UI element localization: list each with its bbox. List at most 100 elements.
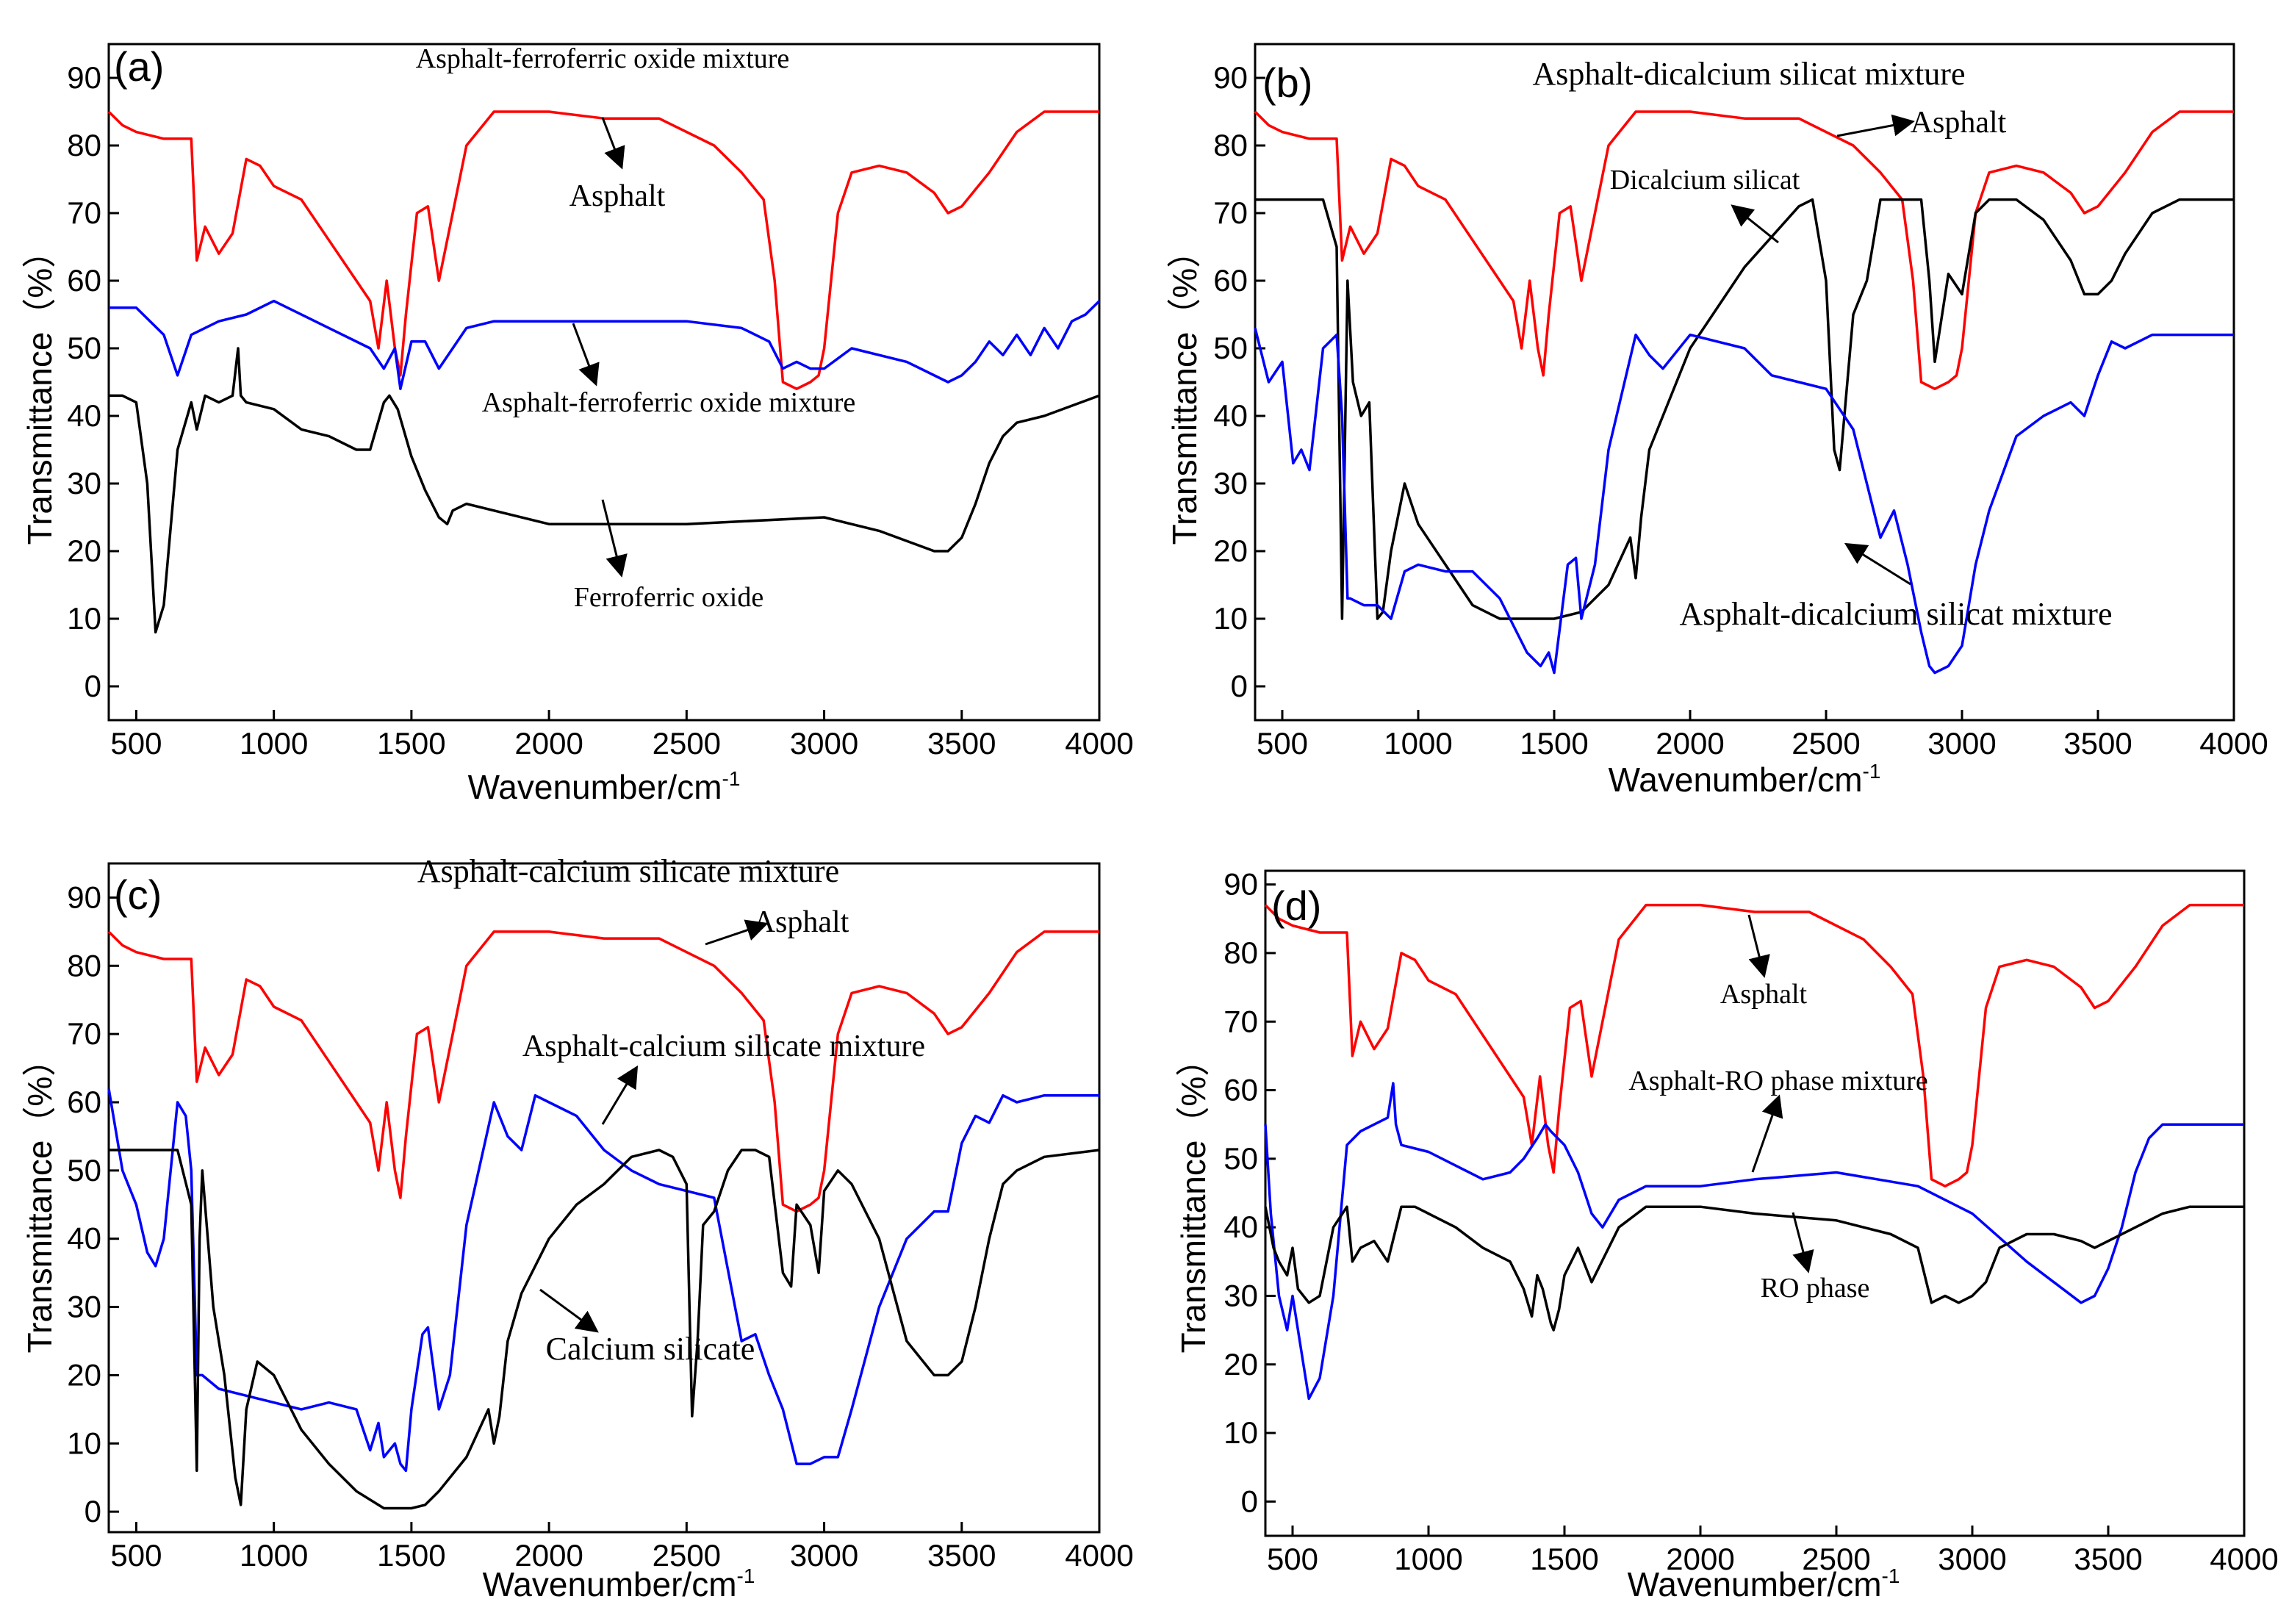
y-tick-label: 0: [1241, 1484, 1258, 1518]
x-tick-label: 4000: [2210, 1542, 2278, 1576]
y-ticks: 0 10 20 30 40 50 60 70 80 90: [67, 880, 119, 1528]
y-tick-label: 30: [1213, 466, 1248, 500]
x-tick-label: 3000: [1927, 726, 1996, 761]
y-tick-label: 90: [1223, 867, 1258, 902]
series-group: [1264, 903, 2244, 1401]
y-tick-label: 40: [67, 1221, 101, 1256]
arrow-mixture: [572, 323, 600, 387]
arrow-asphalt: [705, 919, 769, 946]
x-tick-label: 3500: [927, 726, 996, 761]
chart-title: Asphalt-calcium silicate mixture: [417, 853, 839, 889]
series-line-asphalt-calcium-silicate-mixture: [107, 1088, 1099, 1473]
x-tick-label: 3000: [790, 726, 858, 761]
chart-title: Asphalt-ferroferric oxide mixture: [416, 43, 790, 74]
y-ticks: 0 10 20 30 40 50 60 70 80 90: [67, 60, 119, 703]
y-ticks: 0 10 20 30 40 50 60 70 80 90: [1213, 60, 1265, 703]
arrow-asphalt: [1747, 914, 1770, 978]
y-tick-label: 50: [67, 1153, 101, 1188]
arrow-dicalcium-silicat: [1731, 204, 1779, 244]
y-tick-label: 30: [1223, 1278, 1258, 1312]
x-tick-label: 1500: [1520, 726, 1588, 761]
arrow-mixture: [1844, 542, 1911, 586]
x-tick-label: 3500: [927, 1538, 996, 1573]
x-axis-title-sup: -1: [1882, 1564, 1900, 1587]
series-line-asphalt: [1264, 903, 2244, 1188]
y-ticks: 0 10 20 30 40 50 60 70 80 90: [1223, 867, 1276, 1518]
panel-b: 500 1000 1500 2000 2500 3000 3500 4000 0 10 20 30 4…: [1165, 43, 2268, 799]
x-ticks: 500 1000 1500 2000 2500 3000 3500 4000: [110, 1522, 1134, 1573]
x-ticks: 500 1000 1500 2000 2500 3000 3500 4000: [1267, 1526, 2279, 1576]
arrow-asphalt: [1836, 114, 1915, 137]
x-tick-label: 3500: [2063, 726, 2132, 761]
x-tick-label: 4000: [1065, 726, 1133, 761]
y-tick-label: 70: [1223, 1004, 1258, 1038]
x-axis-title: Wavenumber/cm-1: [483, 1564, 755, 1603]
y-tick-label: 70: [67, 1016, 101, 1051]
series-group: [107, 110, 1101, 634]
y-tick-label: 60: [67, 263, 101, 298]
series-line-dicalcium-silicat: [1255, 198, 2234, 620]
x-tick-label: 1000: [240, 1538, 308, 1573]
y-tick-label: 20: [1213, 533, 1248, 568]
plot-frame: [1264, 869, 2246, 1537]
y-tick-label: 70: [67, 195, 101, 230]
arrow-ro-mixture: [1751, 1094, 1783, 1173]
y-tick-label: 90: [67, 880, 101, 914]
y-tick-label: 50: [67, 331, 101, 365]
x-tick-label: 1000: [240, 726, 308, 761]
x-tick-label: 4000: [1065, 1538, 1133, 1573]
y-tick-label: 60: [67, 1085, 101, 1119]
y-tick-label: 40: [67, 398, 101, 433]
y-tick-label: 20: [1223, 1347, 1258, 1382]
series-group: [1254, 110, 2234, 675]
x-tick-label: 1500: [1530, 1542, 1598, 1576]
y-tick-label: 50: [1223, 1141, 1258, 1176]
annotation-ferroferric-oxide: Ferroferric oxide: [574, 582, 764, 613]
y-tick-label: 30: [67, 466, 101, 500]
y-tick-label: 0: [85, 1494, 101, 1528]
y-tick-label: 20: [67, 533, 101, 568]
x-tick-label: 500: [110, 1538, 162, 1573]
x-tick-label: 4000: [2199, 726, 2268, 761]
annotation-mixture: Asphalt-calcium silicate mixture: [522, 1030, 925, 1063]
series-line-asphalt: [107, 930, 1099, 1213]
y-tick-label: 80: [1213, 128, 1248, 162]
x-tick-label: 500: [1267, 1542, 1318, 1576]
y-tick-label: 40: [1213, 398, 1248, 433]
annotation-dicalcium-silicat: Dicalcium silicat: [1610, 165, 1800, 195]
plot-frame: [107, 43, 1101, 722]
annotation-calcium-silicate: Calcium silicate: [546, 1331, 755, 1367]
x-axis-title-sup: -1: [737, 1564, 755, 1587]
x-tick-label: 3500: [2074, 1542, 2142, 1576]
y-tick-label: 10: [1213, 601, 1248, 636]
series-group: [107, 930, 1100, 1510]
annotation-mixture: Asphalt-dicalcium silicat mixture: [1680, 596, 2113, 632]
series-line-asphalt: [1254, 110, 2234, 390]
x-tick-label: 1500: [377, 726, 445, 761]
annotation-ro-mixture: Asphalt-RO phase mixture: [1628, 1066, 1927, 1096]
x-tick-label: 2000: [514, 726, 583, 761]
x-tick-label: 2500: [1802, 1542, 1870, 1576]
panel-letter: (c): [114, 872, 162, 918]
arrow-asphalt: [601, 117, 625, 170]
series-line-ro-phase: [1264, 1205, 2244, 1332]
y-tick-label: 80: [67, 948, 101, 982]
y-tick-label: 0: [85, 669, 101, 703]
arrow-calcium-silicate: [539, 1288, 599, 1333]
annotation-asphalt: Asphalt: [753, 905, 849, 939]
y-tick-label: 10: [67, 1426, 101, 1460]
y-tick-label: 80: [1223, 935, 1258, 970]
panel-letter: (b): [1262, 60, 1312, 106]
x-axis-title: Wavenumber/cm-1: [1609, 760, 1881, 799]
annotation-asphalt: Asphalt: [1911, 106, 2007, 140]
x-axis-title: Wavenumber/cm-1: [468, 767, 741, 806]
x-axis-title: Wavenumber/cm-1: [1628, 1564, 1900, 1603]
y-tick-label: 10: [1223, 1415, 1258, 1450]
annotation-mixture: Asphalt-ferroferric oxide mixture: [482, 387, 856, 418]
panel-d: 500 1000 1500 2000 2500 3000 3500 4000 0 10 20 30 4…: [1174, 867, 2279, 1603]
y-tick-label: 40: [1223, 1210, 1258, 1244]
series-line-asphalt: [107, 110, 1099, 390]
panel-c: 500 1000 1500 2000 2500 3000 3500 4000 0 10 20 30 4…: [21, 853, 1134, 1603]
panel-letter: (d): [1271, 883, 1321, 929]
